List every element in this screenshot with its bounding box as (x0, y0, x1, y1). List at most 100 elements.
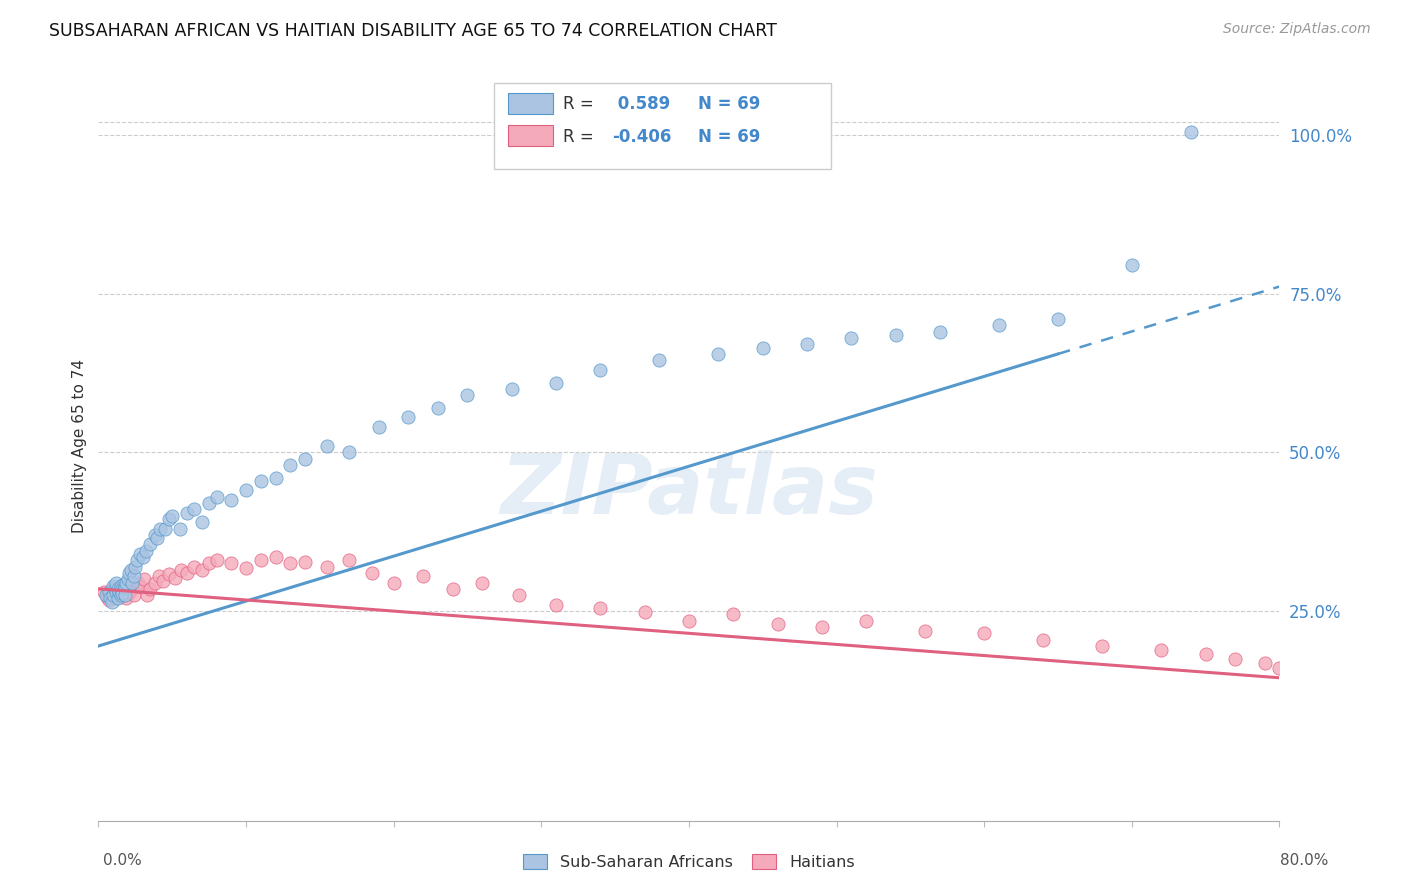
Point (93, 585, 115, 599)
Point (855, 614, 877, 628)
Point (183, 502, 205, 516)
Point (176, 506, 198, 520)
Point (114, 583, 136, 598)
Point (110, 588, 132, 602)
Point (264, 550, 287, 565)
Point (139, 582, 162, 596)
Point (914, 624, 936, 639)
Point (149, 522, 172, 536)
Point (97, 585, 120, 599)
Point (139, 537, 162, 551)
Point (94, 588, 117, 602)
Point (810, 620, 832, 634)
Point (143, 528, 166, 542)
Point (128, 547, 150, 561)
Point (766, 616, 789, 631)
Point (111, 582, 134, 596)
Point (105, 575, 128, 590)
Point (183, 559, 205, 574)
Point (170, 563, 193, 577)
Point (111, 586, 134, 600)
Point (103, 586, 125, 600)
Point (176, 566, 198, 580)
Point (546, 598, 568, 612)
Point (122, 588, 145, 602)
Point (929, 325, 952, 339)
Point (589, 601, 612, 615)
Point (105, 591, 128, 606)
Point (412, 569, 434, 583)
Y-axis label: Disability Age 65 to 74: Disability Age 65 to 74 (72, 359, 87, 533)
Point (122, 569, 145, 583)
Point (382, 575, 405, 590)
Text: -0.406: -0.406 (612, 128, 672, 145)
Point (165, 571, 187, 585)
Point (1046, 312, 1070, 326)
Point (316, 559, 339, 574)
Point (508, 588, 530, 602)
Text: SUBSAHARAN AFRICAN VS HAITIAN DISABILITY AGE 65 TO 74 CORRELATION CHART: SUBSAHARAN AFRICAN VS HAITIAN DISABILITY… (49, 22, 778, 40)
Point (973, 626, 995, 640)
Point (103, 579, 125, 593)
Point (707, 347, 730, 361)
Point (1091, 639, 1114, 653)
Point (294, 555, 316, 569)
Point (339, 553, 361, 567)
Point (1268, 661, 1291, 675)
Point (1225, 651, 1247, 665)
Point (120, 583, 142, 598)
Point (1298, 669, 1320, 683)
Point (100, 594, 122, 608)
Point (112, 586, 135, 600)
Point (1180, 125, 1202, 139)
Point (884, 327, 907, 342)
Point (114, 588, 136, 602)
Text: N = 69: N = 69 (699, 95, 761, 112)
Point (110, 582, 132, 596)
Point (118, 586, 141, 600)
Text: R =: R = (562, 95, 599, 112)
Point (316, 439, 339, 453)
Point (125, 553, 148, 567)
Point (157, 512, 180, 526)
Point (339, 445, 361, 459)
Point (427, 401, 450, 415)
Point (221, 493, 243, 508)
Point (678, 614, 700, 628)
Point (115, 591, 138, 606)
Point (105, 585, 128, 599)
Point (988, 318, 1011, 333)
Point (634, 606, 657, 620)
Point (398, 410, 420, 425)
Point (250, 553, 273, 567)
Point (169, 522, 191, 536)
Point (162, 508, 183, 523)
Point (127, 575, 149, 590)
Legend: Sub-Saharan Africans, Haitians: Sub-Saharan Africans, Haitians (517, 847, 860, 876)
Text: ZIPatlas: ZIPatlas (501, 450, 877, 532)
Point (98, 588, 121, 602)
Point (114, 580, 136, 594)
Point (1032, 632, 1054, 647)
Text: R =: R = (562, 128, 599, 145)
Text: 80.0%: 80.0% (1281, 853, 1329, 868)
Point (1150, 643, 1173, 657)
Point (841, 331, 863, 345)
Point (107, 582, 129, 596)
Text: N = 69: N = 69 (699, 128, 761, 145)
Point (501, 382, 523, 396)
Point (1284, 665, 1306, 679)
Point (107, 588, 129, 602)
Point (104, 583, 127, 598)
Point (235, 483, 257, 498)
Text: 0.0%: 0.0% (103, 853, 142, 868)
Point (205, 490, 228, 504)
Point (221, 557, 243, 571)
Point (108, 585, 131, 599)
Point (205, 553, 228, 567)
Point (157, 567, 180, 582)
Point (471, 575, 494, 590)
Point (250, 474, 273, 488)
Point (96, 590, 118, 604)
Point (100, 582, 122, 596)
